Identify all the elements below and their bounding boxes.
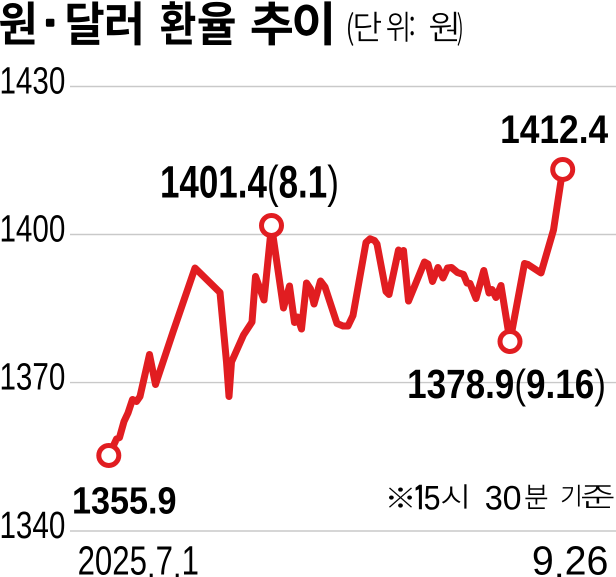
svg-text:1378.9(9.16): 1378.9(9.16) <box>407 363 606 408</box>
svg-text:1370: 1370 <box>0 356 65 398</box>
svg-text:1400: 1400 <box>0 208 65 250</box>
svg-text:1412.4: 1412.4 <box>500 107 608 151</box>
svg-text:1340: 1340 <box>0 504 65 546</box>
svg-text:0: 0 <box>503 480 522 518</box>
svg-text:1430: 1430 <box>0 60 65 102</box>
svg-text:1401.4(8.1): 1401.4(8.1) <box>160 156 339 208</box>
svg-text:1355.9: 1355.9 <box>72 479 177 522</box>
svg-text:5: 5 <box>424 479 441 517</box>
svg-text:2025.7.1: 2025.7.1 <box>78 537 199 577</box>
svg-text:9.26: 9.26 <box>532 539 609 577</box>
svg-text:3: 3 <box>485 480 503 518</box>
